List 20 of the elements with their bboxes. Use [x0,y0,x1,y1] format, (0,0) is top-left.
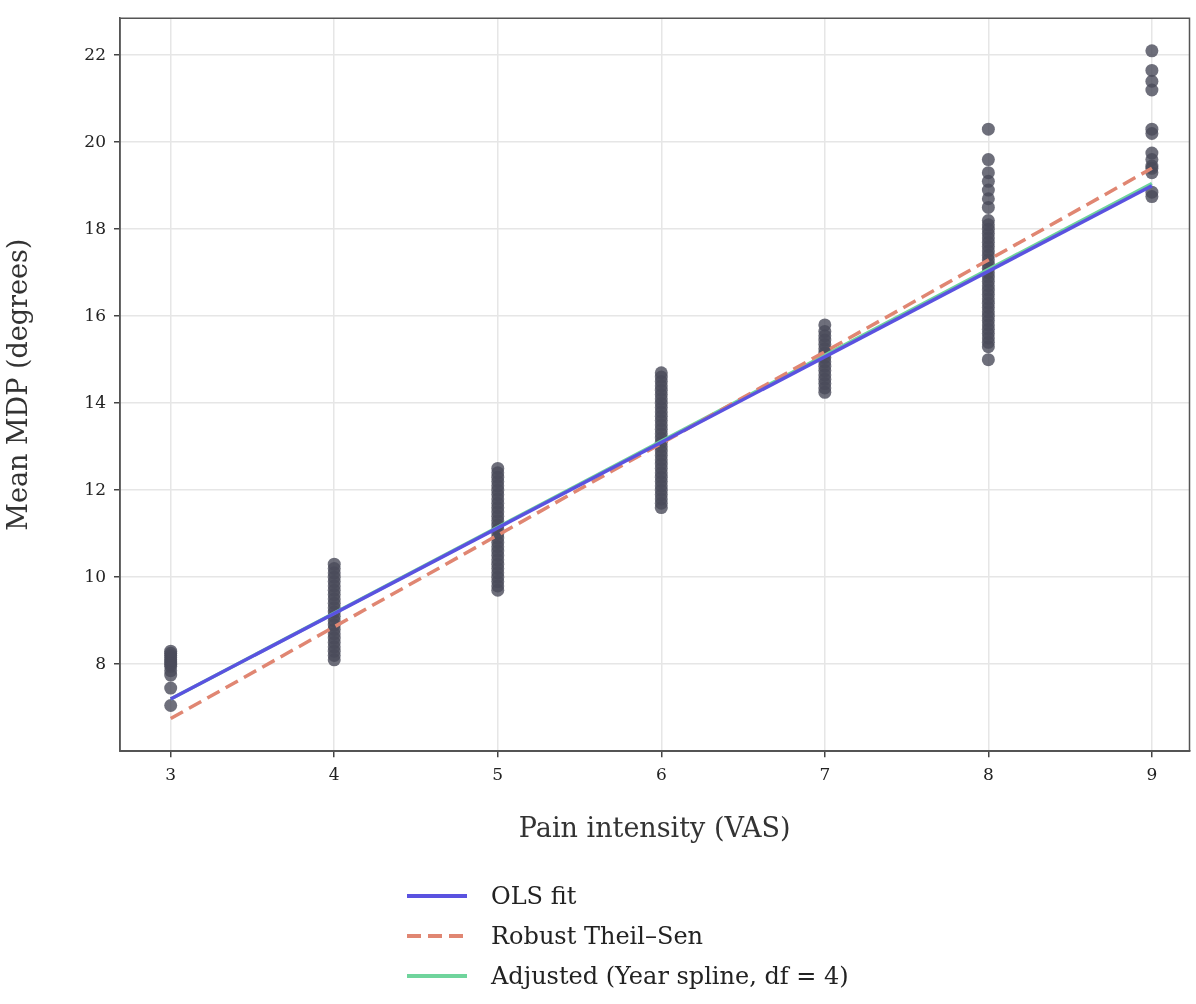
x-tick-label: 7 [819,763,831,784]
x-tick-label: 5 [492,763,504,784]
x-tick-label: 3 [165,763,177,784]
x-tick-label: 9 [1146,763,1158,784]
y-tick-label: 16 [84,304,106,325]
x-tick-label: 6 [655,763,667,784]
y-tick-label: 8 [95,652,106,673]
y-tick-label: 10 [84,565,106,586]
legend-label: Adjusted (Year spline, df = 4) [491,962,849,990]
y-tick-label: 18 [84,217,106,238]
x-tick-label: 8 [982,763,994,784]
y-tick-label: 22 [84,43,106,64]
x-axis-title: Pain intensity (VAS) [518,811,791,843]
legend-label: Robust Theil–Sen [491,922,704,950]
y-tick-label: 14 [84,391,106,412]
y-axis-title: Mean MDP (degrees) [2,238,34,531]
legend-label: OLS fit [491,882,577,910]
y-tick-label: 12 [84,478,106,499]
y-tick-label: 20 [84,130,106,151]
x-tick-label: 4 [328,763,340,784]
